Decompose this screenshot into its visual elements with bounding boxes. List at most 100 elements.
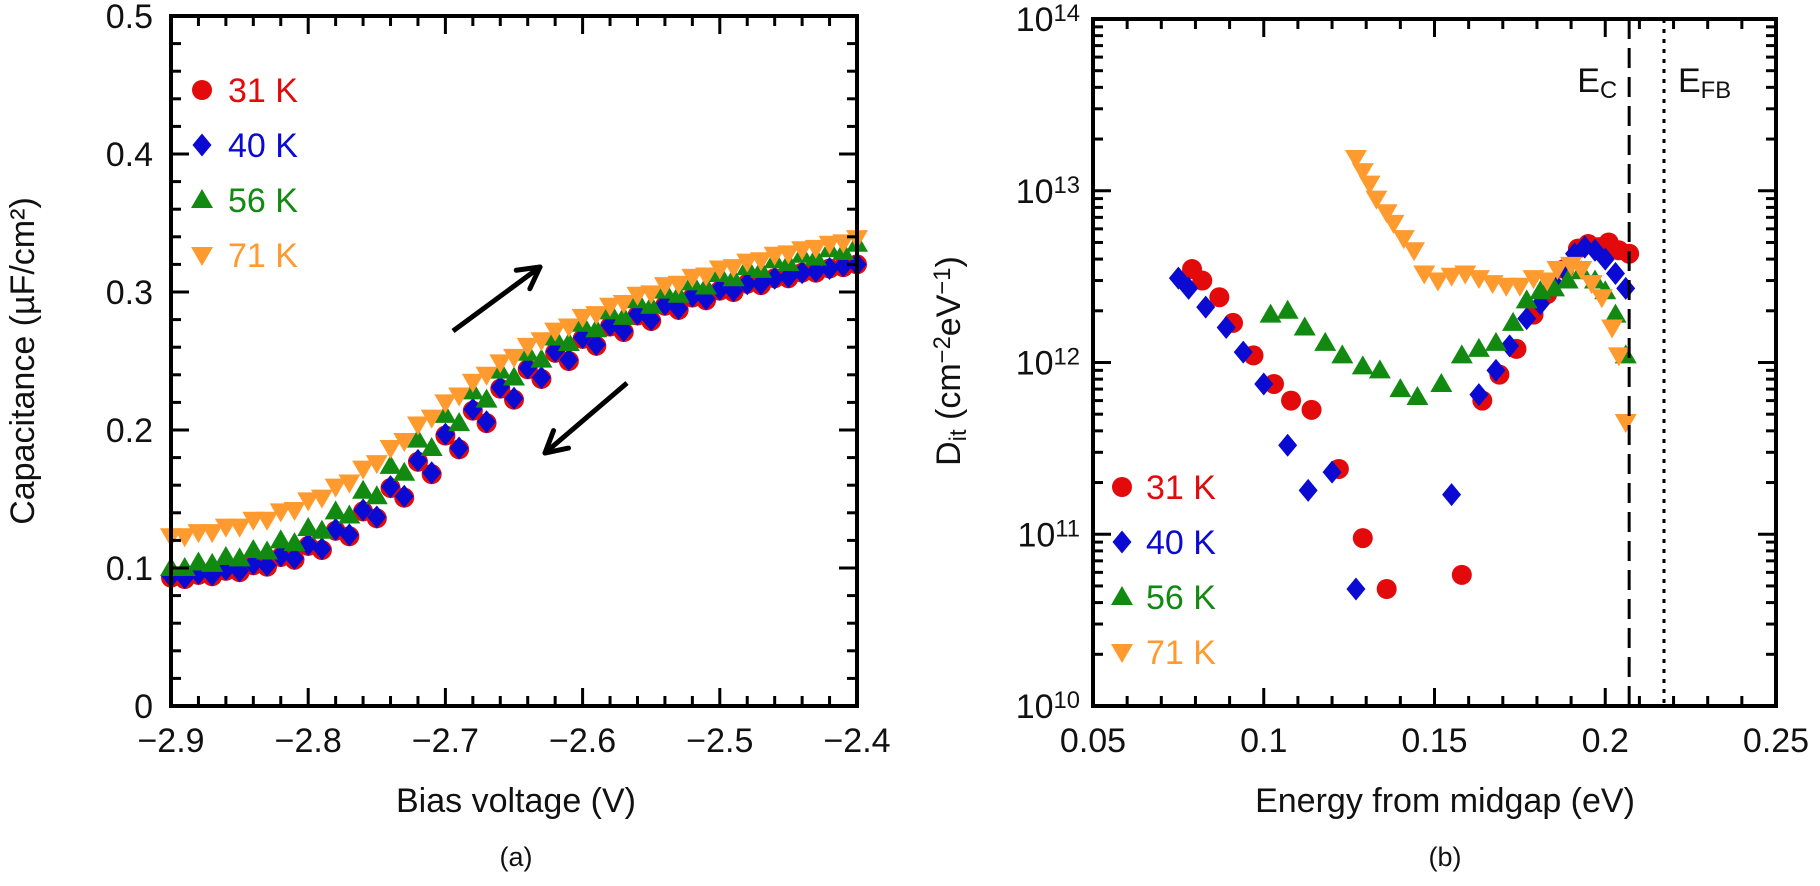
data-point-triangle-up [1430,372,1453,392]
data-point-triangle-down [667,275,690,295]
data-point-triangle-up [1368,359,1391,379]
data-point-triangle-up [201,552,224,572]
legend-item: 56 K [191,182,298,220]
data-point-diamond [806,259,826,283]
y-tick-label: 0.5 [106,0,153,36]
legend-label: 31 K [228,72,298,110]
data-point-triangle-down [1590,289,1613,309]
x-tick-label: −2.9 [137,722,204,760]
series-40k [161,252,867,590]
data-point-diamond [1179,276,1199,300]
legend-label: 56 K [228,182,298,220]
data-point-diamond [257,553,277,577]
data-point-triangle-down [571,308,594,328]
data-point-diamond [381,475,401,499]
y-axis-label: Dit (cm−2eV−1) [929,256,972,466]
data-point-triangle-up [1314,331,1337,351]
x-tick-label: 0.25 [1743,722,1809,760]
data-point-triangle-down [1358,175,1381,195]
arrow-shaft [543,381,629,455]
data-point-triangle-down [1111,644,1133,663]
data-point-diamond [449,436,469,460]
data-point-triangle-up [1556,269,1579,289]
data-point-diamond [1486,358,1506,382]
y-axis-label: Capacitance (µF/cm²) [4,197,42,525]
data-point-triangle-down [1546,261,1569,281]
data-point-diamond [531,366,551,390]
vertical-line-label: EFB [1678,62,1731,104]
data-point-diamond [737,272,757,296]
data-point-triangle-down [352,460,375,480]
data-point-diamond [477,410,497,434]
data-point-triangle-down [434,394,457,414]
legend-item: 40 K [1112,524,1216,562]
data-point-diamond [353,498,373,522]
data-point-diamond [1278,433,1298,457]
data-point-triangle-down [256,511,279,531]
legend-label: 56 K [1146,579,1216,617]
data-point-diamond [751,272,771,296]
arrow-head [542,428,557,456]
data-point-triangle-down [681,268,704,288]
data-point-triangle-up [1502,311,1525,331]
data-point-triangle-up [1515,289,1538,309]
arrow-head [542,445,571,456]
data-point-diamond [1595,247,1615,271]
data-point-triangle-up [1484,331,1507,351]
legend-label: 40 K [1146,524,1216,562]
data-point-triangle-up [393,461,416,481]
data-point-triangle-down [763,246,786,266]
data-point-triangle-up [283,532,306,552]
data-point-diamond [1585,238,1605,262]
data-point-triangle-down [1467,270,1490,290]
data-point-triangle-down [1508,277,1531,297]
data-point-circle [1301,399,1322,420]
data-point-circle [1451,564,1472,585]
data-point-triangle-up [503,366,525,386]
x-axis-label: Bias voltage (V) [396,782,636,820]
series-40k [1168,235,1636,601]
y-tick-label: 0.1 [106,550,153,588]
panel-b-label: (b) [1429,842,1462,872]
data-point-diamond [284,546,304,570]
series-71k [1344,150,1637,434]
y-tick-label: 0.2 [106,412,153,450]
data-point-diamond [422,461,442,485]
data-point-diamond [518,356,538,380]
data-point-circle [1192,270,1213,291]
y-tick-label: 1013 [1016,172,1080,211]
panel-a-label: (a) [500,842,533,872]
data-point-diamond [1216,315,1236,339]
legend-item: 31 K [1112,469,1216,507]
data-point-triangle-down [804,239,827,259]
legend-label: 71 K [1146,634,1216,672]
data-point-triangle-up [448,412,471,432]
data-point-diamond [1254,372,1274,396]
data-point-triangle-up [1351,355,1374,375]
data-point-triangle-up [1331,344,1354,364]
legend: 31 K 40 K 56 K 71 K [1111,469,1216,672]
data-point-triangle-up [1293,316,1316,336]
data-point-triangle-down [544,322,567,342]
data-point-diamond [463,397,483,421]
data-point-diamond [669,297,689,321]
data-point-triangle-up [557,332,580,352]
data-point-diamond [1442,483,1462,507]
data-point-diamond [312,537,332,561]
data-point-triangle-down [557,318,580,338]
data-point-triangle-down [1365,190,1388,210]
data-point-triangle-up [585,318,608,338]
y-tick-label: 1012 [1016,344,1080,383]
x-tick-label: 0.05 [1060,722,1126,760]
data-point-diamond [1196,295,1216,319]
data-point-triangle-down [406,416,429,436]
data-point-diamond [339,523,359,547]
legend: 31 K 40 K 56 K 71 K [191,72,298,275]
x-tick-label: −2.5 [686,722,753,760]
y-tick-label: 1014 [1016,0,1080,39]
y-tick-label: 0.3 [106,274,153,312]
data-point-triangle-up [338,504,361,524]
data-point-triangle-down [1440,267,1463,287]
data-point-triangle-up [242,539,265,559]
data-point-triangle-down [1601,319,1624,339]
